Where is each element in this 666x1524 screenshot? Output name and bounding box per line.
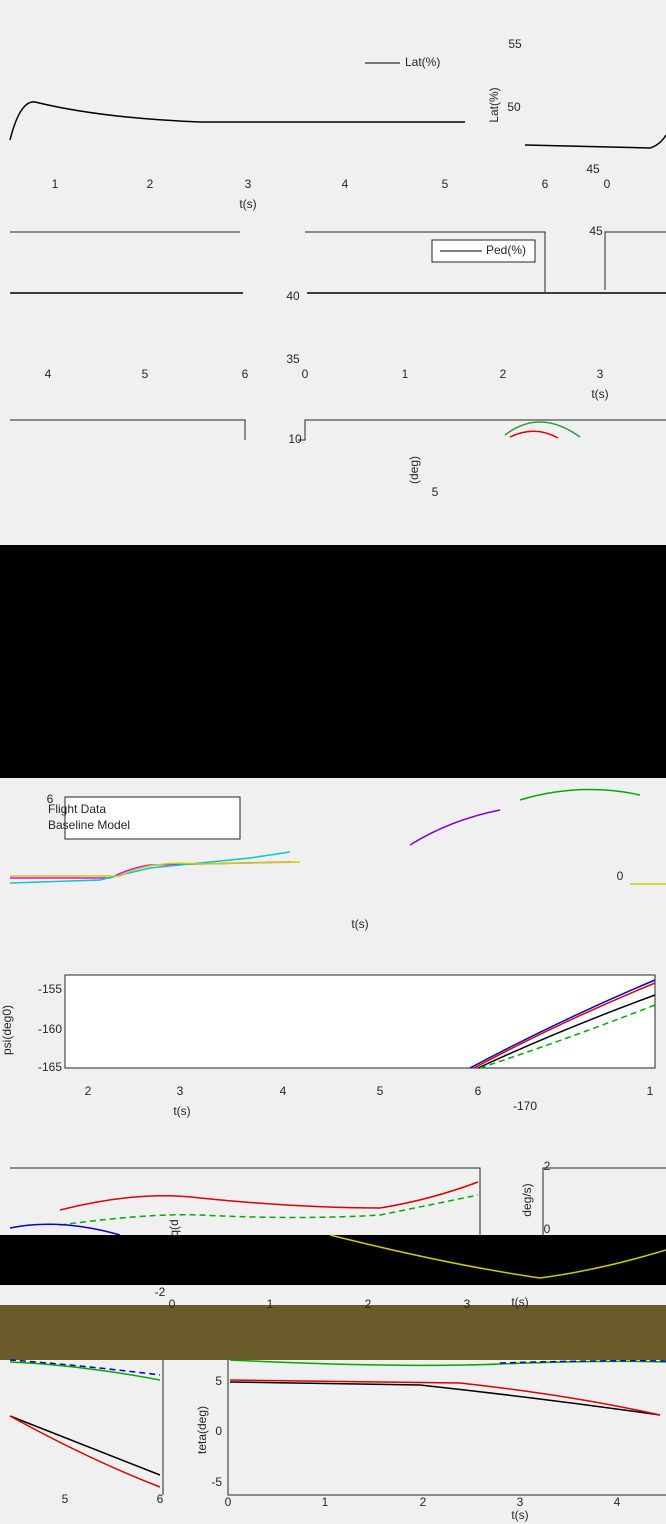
tick-label: 0 xyxy=(169,1297,176,1311)
tick-label: 3 xyxy=(464,1297,471,1311)
tick-label: 6 xyxy=(242,367,249,381)
tick-label: 1 xyxy=(322,1495,329,1509)
tick-label: 45 xyxy=(589,224,603,238)
tick-label: 1 xyxy=(647,1084,654,1098)
tick-label: 55 xyxy=(508,37,522,51)
tick-label: 40 xyxy=(286,289,300,303)
legend-label: Lat(%) xyxy=(405,55,440,69)
x-axis-label: t(s) xyxy=(239,197,256,211)
y-axis-label: deg/s) xyxy=(520,1183,534,1216)
y-axis-label: Lat(%) xyxy=(487,87,501,122)
tick-label: -155 xyxy=(38,982,62,996)
tick-label: 4 xyxy=(342,177,349,191)
tick-label: 1 xyxy=(402,367,409,381)
legend-label: Ped(%) xyxy=(486,243,526,257)
tick-label: 0 xyxy=(604,177,611,191)
black-band xyxy=(0,545,666,778)
y-axis-label: psi(deg0) xyxy=(0,1005,14,1055)
tick-label: 2 xyxy=(420,1495,427,1509)
tick-label: 6 xyxy=(475,1084,482,1098)
y-axis-label: teta(deg) xyxy=(195,1406,209,1454)
tick-label: 2 xyxy=(500,367,507,381)
y-axis-label: (deg) xyxy=(407,456,421,484)
tick-label: 2 xyxy=(365,1297,372,1311)
tick-label: 5 xyxy=(442,177,449,191)
tick-label: -170 xyxy=(513,1099,537,1113)
tick-label: 1 xyxy=(267,1297,274,1311)
screenshot: 55Lat(%)Lat(%)50451234560t(s)45Ped(%)403… xyxy=(0,0,666,1524)
tick-label: 3 xyxy=(177,1084,184,1098)
x-axis-label: t(s) xyxy=(511,1508,528,1522)
tick-label: 0 xyxy=(617,869,624,883)
page: 55Lat(%)Lat(%)50451234560t(s)45Ped(%)403… xyxy=(0,0,666,1524)
tick-label: 4 xyxy=(280,1084,287,1098)
tick-label: 4 xyxy=(45,367,52,381)
tick-label: 2 xyxy=(85,1084,92,1098)
tick-label: 35 xyxy=(286,352,300,366)
x-axis-label: t(s) xyxy=(591,387,608,401)
noise-stripe xyxy=(0,1305,666,1360)
tick-label: -165 xyxy=(38,1060,62,1074)
black-band xyxy=(0,1235,666,1285)
tick-label: 10 xyxy=(288,432,302,446)
tick-label: -2 xyxy=(155,1285,166,1299)
tick-label: 2 xyxy=(544,1159,551,1173)
tick-label: 5 xyxy=(62,1492,69,1506)
tick-label: 3 xyxy=(597,367,604,381)
legend-label: Flight Data xyxy=(48,802,106,816)
tick-label: -160 xyxy=(38,1022,62,1036)
tick-label: 3 xyxy=(517,1495,524,1509)
tick-label: 6 xyxy=(542,177,549,191)
tick-label: 3 xyxy=(245,177,252,191)
tick-label: 1 xyxy=(52,177,59,191)
tick-label: -5 xyxy=(211,1475,222,1489)
tick-label: 5 xyxy=(377,1084,384,1098)
tick-label: 5 xyxy=(215,1374,222,1388)
tick-label: 0 xyxy=(215,1424,222,1438)
tick-label: 0 xyxy=(302,367,309,381)
x-axis-label: t(s) xyxy=(173,1104,190,1118)
tick-label: 5 xyxy=(142,367,149,381)
y-axis-label: q(d xyxy=(167,1219,181,1236)
legend-label: Baseline Model xyxy=(48,818,130,832)
tick-label: 6 xyxy=(157,1492,164,1506)
tick-label: 50 xyxy=(507,100,521,114)
x-axis-label: t(s) xyxy=(511,1295,528,1309)
x-axis-label: t(s) xyxy=(351,917,368,931)
tick-label: 2 xyxy=(147,177,154,191)
tick-label: 0 xyxy=(544,1222,551,1236)
tick-label: 0 xyxy=(225,1495,232,1509)
tick-label: 4 xyxy=(614,1495,621,1509)
tick-label: 5 xyxy=(432,485,439,499)
tick-label: 45 xyxy=(586,162,600,176)
